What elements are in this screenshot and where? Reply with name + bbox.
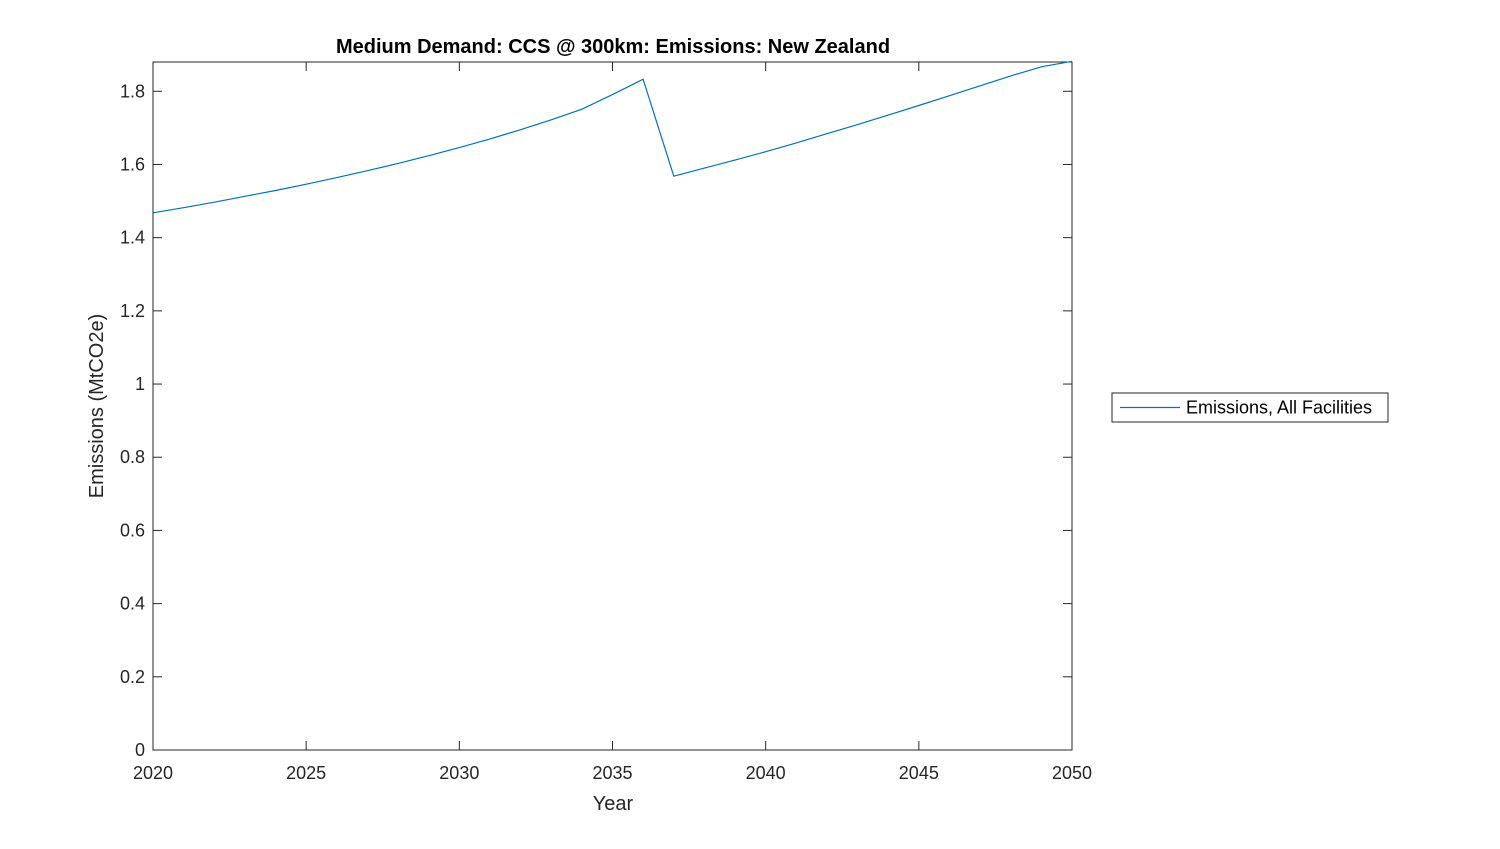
series-layer <box>152 60 1073 214</box>
y-tick-label: 1.6 <box>120 154 145 174</box>
x-tick-label: 2035 <box>592 763 632 783</box>
chart-title: Medium Demand: CCS @ 300km: Emissions: N… <box>336 36 890 58</box>
y-tick-label: 0.2 <box>120 667 145 687</box>
y-tick-label: 0 <box>135 740 145 760</box>
y-tick-label: 1.2 <box>120 301 145 321</box>
legend: Emissions, All Facilities <box>1111 392 1389 423</box>
plot-area <box>152 61 1073 751</box>
y-tick-label: 1 <box>135 374 145 394</box>
y-axis-label: Emissions (MtCO2e) <box>86 314 108 498</box>
plot-frame <box>152 61 1073 751</box>
x-tick-label: 2020 <box>133 763 173 783</box>
y-tick-label: 0.4 <box>120 594 145 614</box>
x-tick-label: 2040 <box>746 763 786 783</box>
x-axis-label: Year <box>593 793 634 815</box>
y-tick-label: 0.6 <box>120 520 145 540</box>
x-tick-label: 2030 <box>439 763 479 783</box>
y-tick-label: 0.8 <box>120 447 145 467</box>
legend-entry-label: Emissions, All Facilities <box>1186 398 1372 418</box>
x-tick-label: 2045 <box>899 763 939 783</box>
y-tick-label: 1.4 <box>120 228 145 248</box>
x-tick-label: 2025 <box>286 763 326 783</box>
series-line-0 <box>152 60 1073 214</box>
y-tick-label: 1.8 <box>120 81 145 101</box>
x-tick-label: 2050 <box>1052 763 1092 783</box>
axis-ticks: 2020 2025 2030 2035 2040 2045 2050 0 0.2 0.4 0.6 0.… <box>120 62 1092 783</box>
